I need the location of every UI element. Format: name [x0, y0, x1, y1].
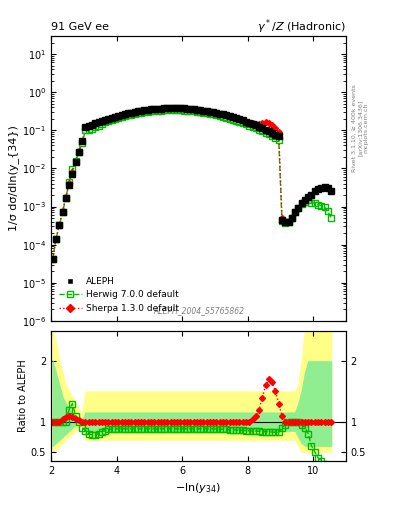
X-axis label: $-\ln(y_{34})$: $-\ln(y_{34})$: [175, 481, 222, 495]
Text: [arXiv:1306.3436]: [arXiv:1306.3436]: [358, 100, 363, 156]
Y-axis label: Ratio to ALEPH: Ratio to ALEPH: [18, 359, 28, 433]
Text: 91 GeV ee: 91 GeV ee: [51, 23, 109, 32]
Text: ALEPH_2004_S5765862: ALEPH_2004_S5765862: [153, 306, 244, 315]
Y-axis label: 1/σ dσ/dln(y_{34}): 1/σ dσ/dln(y_{34}): [8, 125, 19, 231]
Text: Rivet 3.1.10, ≥ 400k events: Rivet 3.1.10, ≥ 400k events: [352, 84, 357, 172]
Text: $\gamma^*/Z$ (Hadronic): $\gamma^*/Z$ (Hadronic): [257, 17, 346, 36]
Legend: ALEPH, Herwig 7.0.0 default, Sherpa 1.3.0 default: ALEPH, Herwig 7.0.0 default, Sherpa 1.3.…: [55, 273, 183, 316]
Text: mcplots.cern.ch: mcplots.cern.ch: [364, 103, 369, 153]
